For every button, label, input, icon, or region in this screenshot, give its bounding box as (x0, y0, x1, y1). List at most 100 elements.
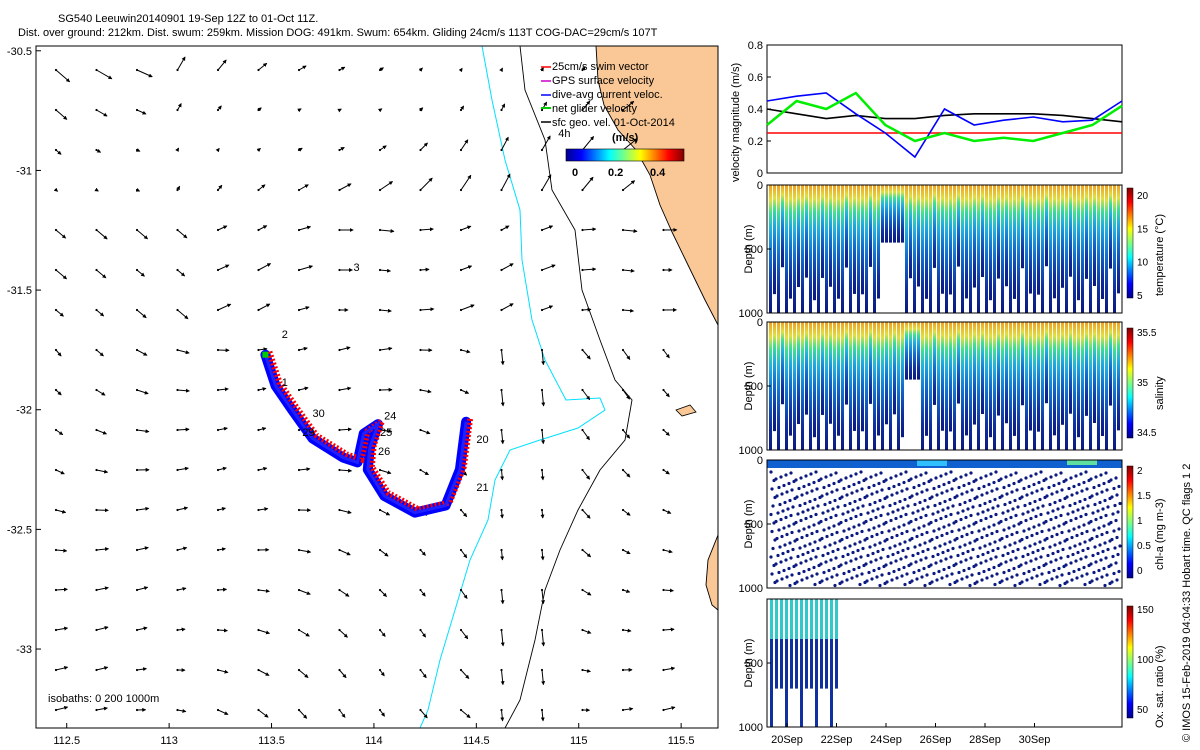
chl-sample (982, 569, 986, 574)
vector-origin (135, 548, 139, 552)
chl-sample (940, 576, 944, 580)
chl-sample (804, 516, 808, 521)
chl-sample (785, 532, 789, 537)
velocity-vector (55, 109, 68, 120)
cast-column (1105, 185, 1108, 313)
vector-origin (378, 468, 382, 472)
chl-sample (807, 482, 811, 487)
velocity-vector (258, 184, 266, 191)
chl-sample (1003, 502, 1007, 507)
chl-sample (1080, 489, 1084, 493)
chl-sample (826, 509, 830, 513)
velocity-vector (55, 469, 65, 475)
chl-sample (1111, 554, 1115, 559)
chl-sample (1008, 500, 1012, 505)
chl-sample (1092, 528, 1096, 532)
chl-sample (771, 546, 775, 551)
cast-column (893, 185, 896, 243)
chl-sample (1013, 541, 1017, 545)
cast-column (877, 322, 880, 436)
vector-origin (297, 68, 301, 72)
chl-sample (919, 473, 923, 477)
chl-sample (962, 568, 966, 573)
cast-column (1001, 322, 1004, 450)
vector-origin (662, 668, 665, 672)
chl-sample (853, 542, 857, 546)
cast-column (805, 322, 808, 415)
chl-sample (1112, 529, 1116, 533)
colorbar-tick-label: 1.5 (1137, 491, 1151, 502)
velocity-vector (96, 389, 106, 396)
chl-sample (1065, 580, 1069, 584)
velocity-vector (460, 629, 469, 640)
chl-sample (1081, 506, 1085, 510)
velocity-vector (582, 176, 594, 191)
velocity-ylabel: velocity magnitude (m/s) (730, 63, 742, 182)
chl-sample (948, 582, 952, 587)
chl-sample (1039, 555, 1043, 559)
chl-sample (1116, 510, 1120, 514)
vector-origin (216, 348, 220, 352)
velocity-vector (136, 389, 149, 395)
chl-sample (987, 567, 991, 572)
chl-sample (845, 578, 849, 582)
vector-origin (581, 108, 584, 112)
chl-sample (788, 541, 792, 545)
vector-origin (95, 668, 98, 672)
chl-sample (955, 579, 959, 583)
vector-origin (338, 148, 341, 152)
velocity-vector (339, 589, 350, 597)
chl-sample (1006, 509, 1010, 513)
chl-sample (906, 546, 910, 551)
vector-origin (338, 628, 341, 632)
chl-sample (813, 540, 817, 544)
chl-sample (812, 565, 816, 570)
oxygen-cast (800, 599, 803, 727)
cast-column (793, 185, 796, 313)
chl-sample (860, 572, 864, 576)
chl-sample (920, 532, 924, 537)
velocity-vector (136, 506, 150, 511)
chl-sample (813, 582, 817, 587)
chl-sample (905, 529, 909, 534)
chl-sample (834, 556, 838, 560)
chl-sample (856, 506, 860, 510)
chl-sample (789, 471, 793, 475)
vector-origin (540, 228, 544, 232)
day-label: 20 (476, 434, 488, 446)
chl-sample (1083, 582, 1087, 587)
chl-sample (799, 476, 803, 480)
chl-sample (1051, 509, 1055, 513)
chl-sample (840, 495, 844, 499)
chl-sample (828, 543, 832, 547)
chl-sample (1103, 583, 1107, 588)
chl-sample (1052, 483, 1056, 488)
chl-sample (1034, 472, 1038, 476)
chl-sample (979, 561, 983, 565)
velocity-vector (136, 269, 145, 277)
vector-origin (621, 348, 625, 352)
cast-column (949, 322, 952, 432)
cast-column (809, 322, 812, 450)
chl-sample (964, 515, 968, 520)
vector-origin (297, 428, 301, 432)
chl-sample (1036, 548, 1040, 553)
cast-column (821, 322, 824, 415)
chl-sample (1029, 516, 1033, 521)
velocity-vector (541, 305, 554, 311)
chl-sample (899, 557, 903, 561)
cast-column (1001, 185, 1004, 313)
chl-sample (804, 559, 808, 563)
chl-sample (978, 546, 982, 550)
velocity-vector (258, 466, 268, 471)
chl-sample (810, 574, 814, 578)
vector-origin (419, 388, 422, 392)
chl-sample (963, 543, 967, 547)
cast-column (973, 322, 976, 425)
chl-sample (924, 471, 928, 475)
chl-sample (877, 481, 881, 486)
cast-column (917, 322, 920, 380)
chl-sample (922, 524, 926, 528)
cast-column (865, 185, 868, 313)
chl-sample (1037, 565, 1041, 570)
